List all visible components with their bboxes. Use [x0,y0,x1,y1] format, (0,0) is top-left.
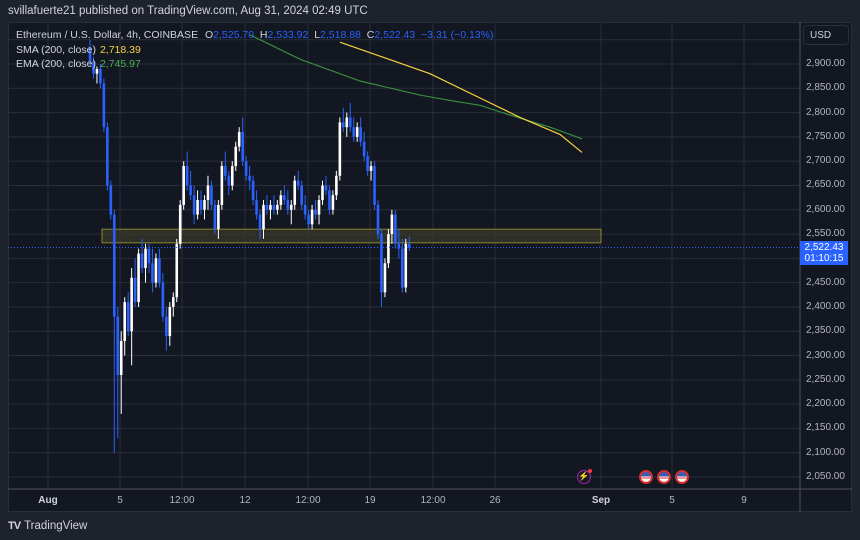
price-tick-label: 2,600.00 [806,203,845,215]
price-tick-label: 2,650.00 [806,179,845,191]
time-tick-label: 5 [669,495,675,506]
close-value: 2,522.43 [374,29,416,41]
tradingview-brand[interactable]: TV TradingView [8,520,87,532]
vertical-gridlines [47,22,745,489]
tradingview-logo-icon: TV [8,520,21,532]
chart-legend: Ethereum / U.S. Dollar, 4h, COINBASE O2,… [16,28,493,72]
last-price: 2,522.43 [804,242,844,253]
published-caption: svillafuerte21 published on TradingView.… [8,5,368,17]
axis-borders [8,22,852,512]
time-tick-label: 12:00 [169,495,195,506]
sma-value: 2,718.39 [99,43,141,56]
high-value: 2,533.92 [267,29,309,41]
price-tick-label: 2,900.00 [806,58,845,69]
legend-sma-row[interactable]: SMA (200, close) 2,718.39 [16,43,141,56]
open-value: 2,525.70 [213,29,255,41]
time-tick-label: 5 [117,495,123,506]
price-tick-label: 2,050.00 [806,471,845,482]
us-flag-icon[interactable] [639,470,653,484]
horizontal-gridlines [8,39,800,478]
moving-averages [249,34,583,153]
support-zone [101,228,602,244]
price-tick-label: 2,300.00 [806,349,845,361]
currency-button[interactable]: USD [803,25,849,45]
brand-name: TradingView [24,520,88,532]
time-tick-label: 12 [239,495,251,506]
price-tick-label: 2,750.00 [806,130,845,142]
price-tick-label: 2,200.00 [806,398,845,410]
legend-ema-row[interactable]: EMA (200, close) 2,745.97 [16,58,141,70]
price-tick-label: 2,350.00 [806,325,845,337]
price-tick-label: 2,850.00 [806,82,845,94]
candlesticks [88,39,411,453]
price-tick-label: 2,250.00 [806,373,845,385]
time-tick-label: Sep [591,495,611,506]
low-value: 2,518.88 [320,29,361,41]
time-tick-label: 19 [364,495,376,506]
time-tick-label: 12:00 [295,495,321,506]
us-flag-icon[interactable] [657,470,671,484]
change-value: −3.31 (−0.13%) [421,29,494,41]
us-flag-icon[interactable] [675,470,689,484]
price-chart[interactable] [8,22,852,512]
last-price-tag: 2,522.43 01:10:15 [800,241,848,265]
price-tick-label: 2,400.00 [806,300,845,312]
price-tick-label: 2,700.00 [806,155,845,167]
legend-ohlc-row: Ethereum / U.S. Dollar, 4h, COINBASE O2,… [16,29,494,41]
price-tick-label: 2,550.00 [806,228,845,240]
time-tick-label: Aug [38,495,58,506]
time-tick-label: 26 [489,495,501,506]
symbol-title[interactable]: Ethereum / U.S. Dollar, 4h, COINBASE [16,29,199,41]
time-tick-label: 9 [741,495,747,506]
time-tick-label: 12:00 [420,495,446,506]
lightning-bolt-icon[interactable]: ⚡ [577,469,592,484]
price-tick-label: 2,800.00 [806,106,845,118]
price-tick-label: 2,100.00 [806,446,845,458]
price-tick-label: 2,450.00 [806,276,845,288]
price-tick-label: 2,150.00 [806,422,845,434]
bar-countdown: 01:10:15 [804,253,844,264]
ema-value: 2,745.97 [99,58,141,70]
notification-dot [588,469,592,473]
